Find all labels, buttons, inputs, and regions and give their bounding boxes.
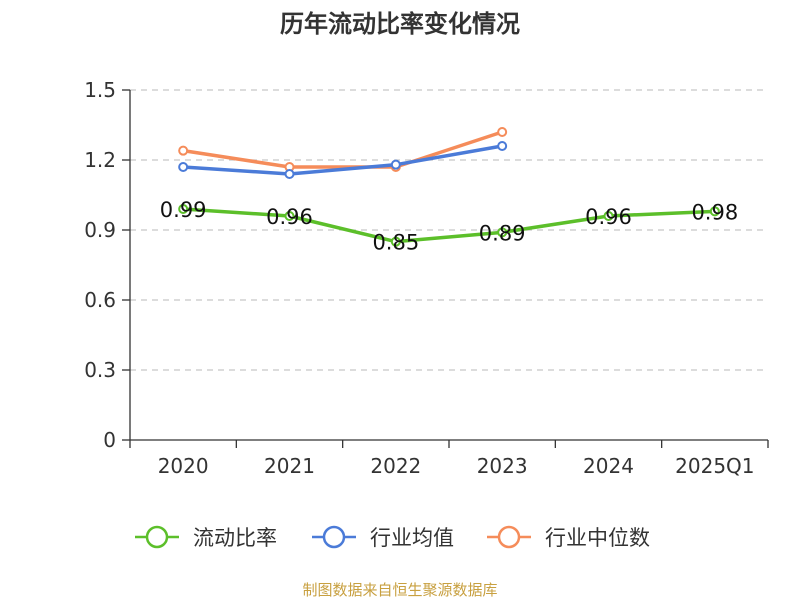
data-label: 0.89 bbox=[479, 221, 526, 245]
y-tick-label: 1.2 bbox=[84, 148, 116, 172]
y-tick-label: 0.6 bbox=[84, 288, 116, 312]
data-label: 0.96 bbox=[266, 205, 313, 229]
data-point bbox=[284, 211, 295, 221]
legend-item-3[interactable]: 行业中位数 bbox=[487, 525, 650, 550]
series-line-2 bbox=[183, 144, 503, 176]
y-tick-label: 0.9 bbox=[84, 218, 116, 242]
data-point bbox=[497, 141, 508, 151]
source-note: 制图数据来自恒生聚源数据库 bbox=[302, 581, 497, 599]
legend: 流动比率 行业均值 行业中位数 bbox=[135, 525, 650, 550]
legend-item-1[interactable]: 流动比率 bbox=[135, 525, 277, 550]
data-point bbox=[178, 204, 189, 214]
data-point bbox=[603, 211, 614, 221]
y-tick-label: 0.3 bbox=[84, 358, 116, 382]
grid-lines bbox=[130, 89, 768, 371]
legend-label: 流动比率 bbox=[193, 526, 277, 550]
data-label: 0.96 bbox=[585, 205, 632, 229]
data-label: 0.85 bbox=[372, 231, 419, 255]
series-line-1 bbox=[183, 207, 715, 244]
legend-label: 行业中位数 bbox=[545, 526, 650, 550]
series-line-3 bbox=[182, 130, 503, 169]
x-tick-label: 2022 bbox=[370, 454, 421, 478]
x-tick-label: 2024 bbox=[583, 454, 634, 478]
x-tick-label: 2025Q1 bbox=[675, 454, 754, 478]
data-point bbox=[390, 159, 401, 170]
y-tick-labels: 0 0.3 0.6 0.9 1.2 1.5 bbox=[84, 78, 116, 452]
series-lines bbox=[178, 127, 720, 247]
chart-title: 历年流动比率变化情况 bbox=[280, 10, 520, 38]
data-label: 0.99 bbox=[160, 198, 207, 222]
data-point bbox=[709, 206, 720, 217]
data-label: 0.98 bbox=[691, 200, 738, 224]
data-point bbox=[497, 127, 508, 137]
data-labels: 0.99 0.96 0.85 0.89 0.96 0.98 bbox=[160, 198, 738, 255]
x-tick-label: 2020 bbox=[158, 454, 209, 478]
data-point bbox=[284, 169, 295, 179]
legend-marker bbox=[322, 525, 346, 549]
data-point bbox=[497, 227, 508, 238]
x-tick-label: 2021 bbox=[264, 454, 315, 478]
data-point bbox=[178, 162, 189, 172]
legend-marker bbox=[497, 525, 521, 549]
data-point bbox=[390, 236, 401, 247]
y-tick-label: 0 bbox=[103, 428, 116, 452]
data-point bbox=[178, 145, 189, 156]
legend-marker bbox=[145, 525, 169, 549]
legend-label: 行业均值 bbox=[370, 526, 454, 550]
y-tick-label: 1.5 bbox=[84, 78, 116, 102]
x-tick-labels: 2020 2021 2022 2023 2024 2025Q1 bbox=[158, 454, 755, 478]
legend-item-2[interactable]: 行业均值 bbox=[312, 525, 454, 550]
axes bbox=[122, 89, 769, 448]
x-tick-label: 2023 bbox=[477, 454, 528, 478]
